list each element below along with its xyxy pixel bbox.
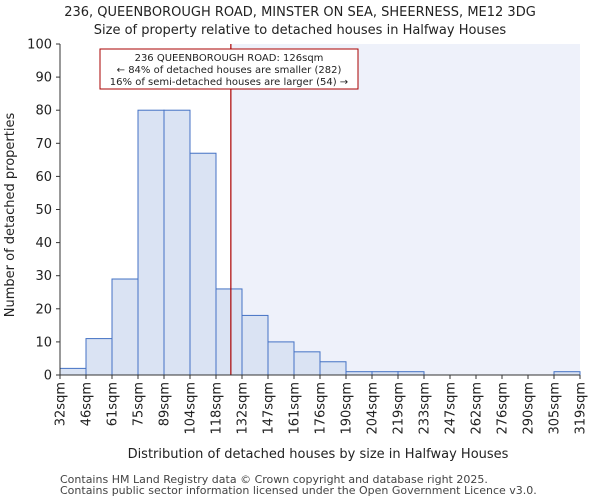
bar-161sqm: [293, 351, 321, 376]
x-tick-label-219sqm: 219sqm: [392, 382, 407, 435]
annotation-line-2: ← 84% of detached houses are smaller (28…: [117, 65, 342, 76]
y-tick-label-10: 10: [35, 335, 52, 350]
bar-75sqm: [137, 109, 165, 376]
annotation-line-3: 16% of semi-detached houses are larger (…: [110, 77, 348, 88]
y-tick-label-50: 50: [35, 203, 52, 218]
y-tick-label-40: 40: [35, 236, 52, 251]
x-tick-label-32sqm: 32sqm: [54, 382, 69, 426]
x-tick-label-161sqm: 161sqm: [288, 382, 303, 435]
bar-118sqm: [215, 288, 243, 376]
x-tick-label-132sqm: 132sqm: [236, 382, 251, 435]
bar-176sqm: [319, 361, 347, 376]
y-tick-label-20: 20: [35, 302, 52, 317]
annotation-line-1: 236 QUEENBOROUGH ROAD: 126sqm: [135, 53, 324, 64]
x-tick-label-46sqm: 46sqm: [80, 382, 95, 426]
bar-46sqm: [85, 338, 113, 376]
x-tick-label-104sqm: 104sqm: [184, 382, 199, 435]
y-tick-label-70: 70: [35, 137, 52, 152]
bar-32sqm: [59, 367, 87, 376]
footer-line-2: Contains public sector information licen…: [60, 484, 537, 497]
bar-132sqm: [241, 314, 269, 376]
x-tick-label-247sqm: 247sqm: [444, 382, 459, 435]
bar-89sqm: [163, 109, 191, 376]
x-tick-label-61sqm: 61sqm: [106, 382, 121, 426]
chart-subtitle: Size of property relative to detached ho…: [94, 23, 507, 38]
x-tick-label-305sqm: 305sqm: [548, 382, 563, 435]
bar-61sqm: [111, 278, 139, 376]
x-tick-label-204sqm: 204sqm: [366, 382, 381, 435]
chart-title: 236, QUEENBOROUGH ROAD, MINSTER ON SEA, …: [64, 5, 536, 20]
x-tick-label-147sqm: 147sqm: [262, 382, 277, 435]
y-tick-label-60: 60: [35, 170, 52, 185]
y-tick-label-30: 30: [35, 269, 52, 284]
x-tick-label-75sqm: 75sqm: [132, 382, 147, 426]
annotation-box: 236 QUEENBOROUGH ROAD: 126sqm ← 84% of d…: [99, 48, 359, 90]
x-axis-label: Distribution of detached houses by size …: [128, 447, 509, 462]
x-tick-label-176sqm: 176sqm: [314, 382, 329, 435]
y-tick-label-0: 0: [44, 369, 52, 384]
shaded-region: [230, 44, 580, 375]
y-tick-label-100: 100: [27, 38, 52, 53]
x-tick-label-89sqm: 89sqm: [158, 382, 173, 426]
bars: [59, 109, 581, 376]
annotation-frame: [99, 48, 359, 90]
x-tick-label-319sqm: 319sqm: [574, 382, 589, 435]
y-ticks: 0 10 20 30 40 50 60 70 80 90 100: [27, 38, 60, 384]
y-axis-label: Number of detached properties: [3, 113, 18, 318]
x-tick-label-276sqm: 276sqm: [496, 382, 511, 435]
x-tick-label-290sqm: 290sqm: [522, 382, 537, 435]
bar-147sqm: [267, 341, 295, 376]
x-ticks: 32sqm 46sqm 61sqm 75sqm 89sqm 104sqm 118sqm 132…: [54, 375, 589, 435]
x-tick-label-233sqm: 233sqm: [418, 382, 433, 435]
y-tick-label-90: 90: [35, 71, 52, 86]
bar-104sqm: [189, 152, 217, 376]
footer-line-1: Contains HM Land Registry data © Crown c…: [60, 473, 488, 486]
x-tick-label-190sqm: 190sqm: [340, 382, 355, 435]
x-tick-label-262sqm: 262sqm: [470, 382, 485, 435]
shaded-larger-region: [230, 44, 580, 375]
x-tick-label-118sqm: 118sqm: [210, 382, 225, 435]
y-tick-label-80: 80: [35, 104, 52, 119]
